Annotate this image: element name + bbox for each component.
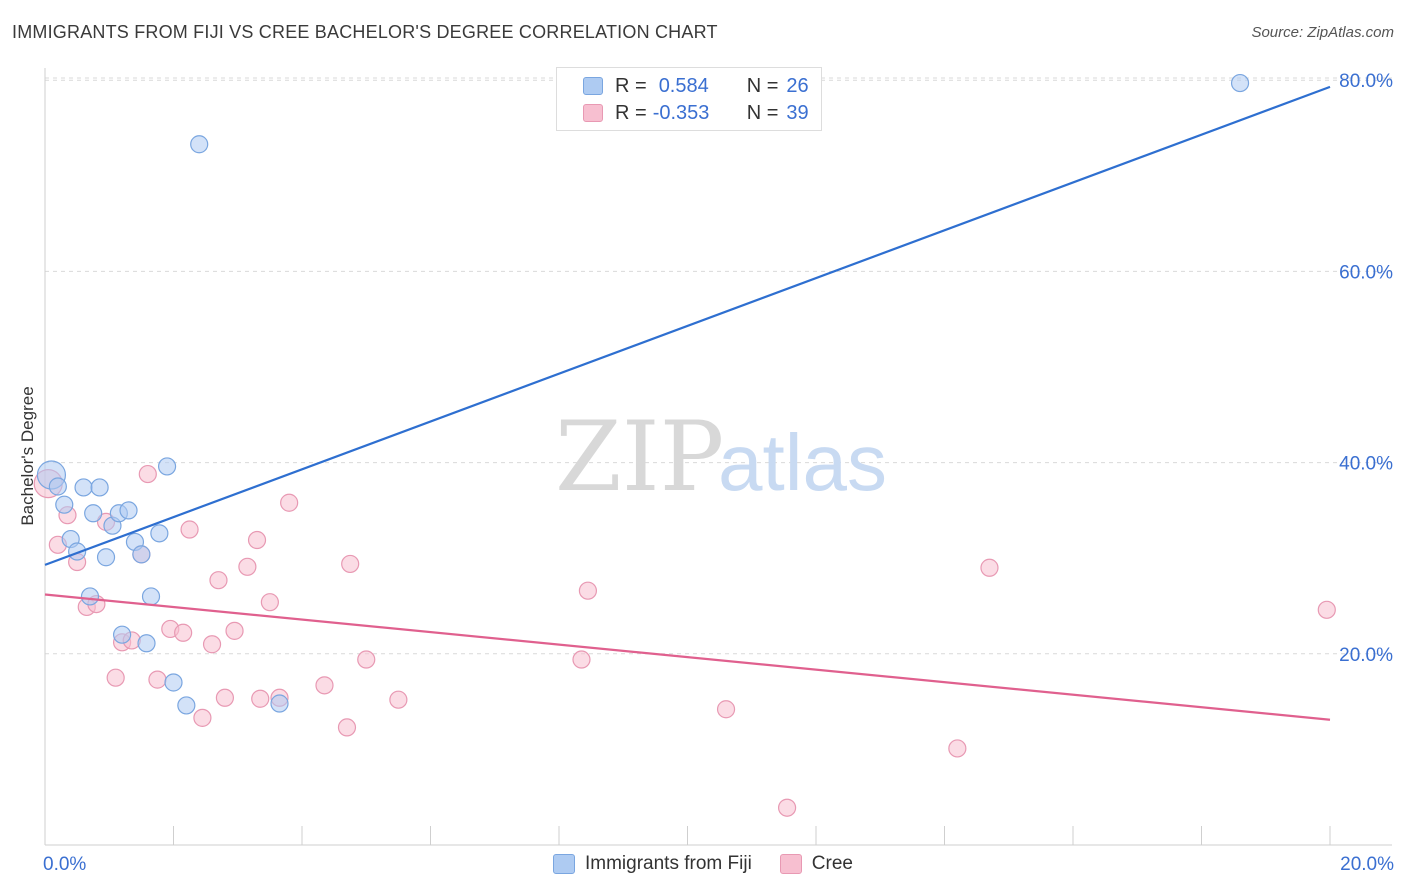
fiji-point <box>80 587 100 606</box>
cree-point <box>138 464 157 484</box>
fiji-point <box>68 542 87 561</box>
fiji-point <box>96 548 116 567</box>
fiji-point <box>141 587 161 606</box>
fiji-point <box>137 634 156 653</box>
y-tick-label-3: 80.0% <box>1339 71 1393 92</box>
cree-point <box>215 688 234 707</box>
cree-point <box>247 530 267 550</box>
r-value: 0.584 <box>658 74 709 97</box>
cree-point <box>238 557 257 576</box>
source-credit: Source: ZipAtlas.com <box>1251 24 1394 41</box>
axes <box>44 68 1392 846</box>
n-label: N = <box>746 101 779 124</box>
fiji-point <box>177 696 196 715</box>
fiji-trend-line <box>44 85 1331 566</box>
cree-point <box>209 571 228 590</box>
fiji-point <box>90 478 109 497</box>
fiji-point <box>157 457 177 476</box>
r-label: R = <box>615 74 647 97</box>
cree-point <box>225 621 244 640</box>
cree-point <box>357 650 376 669</box>
cree-point <box>572 650 591 669</box>
r-label: R = <box>615 101 647 124</box>
cree-point <box>341 554 360 574</box>
correlation-legend: R = 0.584 N = 26 R = -0.353 N = 39 <box>556 67 822 131</box>
cree-legend-label: Cree <box>811 853 853 874</box>
cree-swatch <box>583 104 603 122</box>
cree-point <box>193 708 212 727</box>
y-tick-label-2: 60.0% <box>1339 262 1393 283</box>
cree-point <box>280 493 299 512</box>
cree-point <box>251 689 270 708</box>
fiji-point <box>150 524 169 543</box>
cree-points <box>33 464 1336 817</box>
watermark: ZIP atlas <box>555 401 887 513</box>
cree-point <box>980 558 999 577</box>
legend-item-fiji[interactable]: Immigrants from Fiji <box>553 853 752 875</box>
fiji-point <box>132 545 151 564</box>
cree-trend-line <box>44 593 1331 721</box>
cree-point <box>174 623 193 642</box>
x-tick-label-1: 20.0% <box>1340 854 1394 875</box>
n-value: 26 <box>786 74 809 97</box>
cree-point <box>337 718 357 737</box>
cree-point <box>716 700 736 719</box>
fiji-point <box>48 477 67 496</box>
y-tick-label-1: 40.0% <box>1339 454 1393 475</box>
y-tick-label-0: 20.0% <box>1339 645 1393 666</box>
watermark-atlas: atlas <box>718 418 887 507</box>
fiji-point <box>112 625 132 644</box>
fiji-point <box>190 135 209 154</box>
fiji-points <box>36 73 1250 715</box>
trend-lines <box>44 85 1331 721</box>
legend-row-cree: R = -0.353 N = 39 <box>583 100 809 126</box>
cree-point <box>202 635 222 654</box>
n-value: 39 <box>786 101 809 124</box>
fiji-point <box>84 504 103 523</box>
cree-point <box>260 593 279 612</box>
r-value: -0.353 <box>652 101 710 124</box>
tick-labels: 20.0% 40.0% 60.0% 80.0% 0.0% 20.0% <box>43 71 1394 875</box>
fiji-legend-swatch <box>553 854 575 874</box>
fiji-legend-label: Immigrants from Fiji <box>585 853 752 874</box>
n-label: N = <box>746 74 779 97</box>
cree-point <box>315 676 334 695</box>
cree-point <box>578 581 598 600</box>
cree-point <box>106 668 125 687</box>
fiji-swatch <box>583 77 603 95</box>
cree-point <box>389 690 408 709</box>
fiji-point <box>270 694 289 713</box>
cree-point <box>180 520 199 539</box>
cree-point <box>1317 600 1336 619</box>
cree-point <box>948 739 967 758</box>
cree-point <box>148 670 167 689</box>
fiji-point <box>1230 73 1250 93</box>
x-tick-label-0: 0.0% <box>43 854 86 875</box>
fiji-point <box>164 673 183 692</box>
chart-title: IMMIGRANTS FROM FIJI VS CREE BACHELOR'S … <box>12 22 718 42</box>
cree-point <box>777 798 797 817</box>
legend-row-fiji: R = 0.584 N = 26 <box>583 73 809 99</box>
fiji-point <box>55 495 74 514</box>
cree-legend-swatch <box>779 854 802 874</box>
fiji-point <box>74 478 93 497</box>
watermark-zip: ZIP <box>555 401 724 513</box>
series-legend: Immigrants from Fiji Cree <box>0 850 1406 878</box>
legend-item-cree[interactable]: Cree <box>779 853 853 875</box>
fiji-point <box>119 501 138 520</box>
